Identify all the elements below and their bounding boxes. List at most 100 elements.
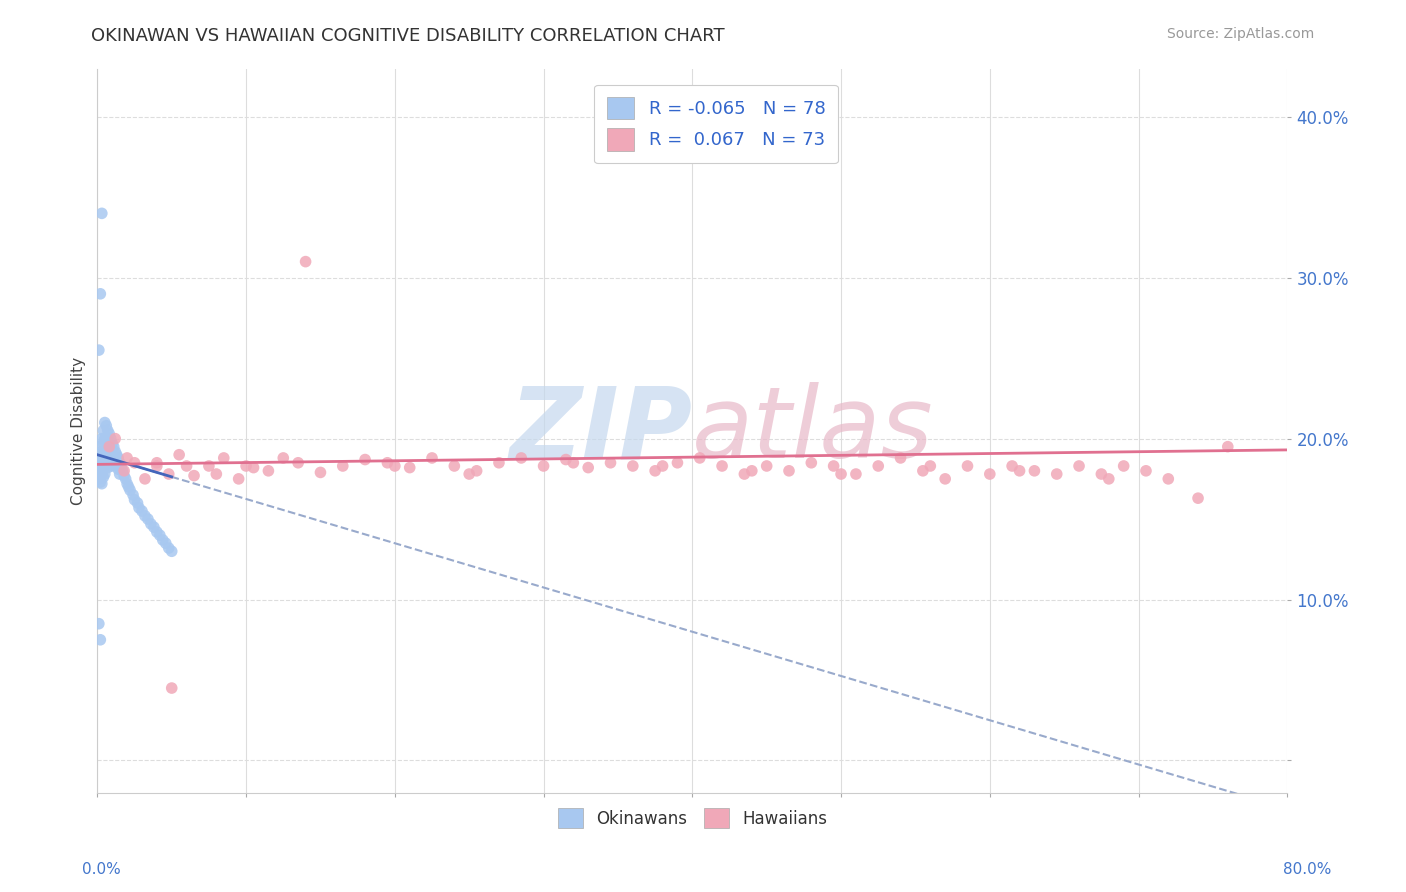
Point	[108, 456, 131, 470]
Point	[112, 468, 135, 483]
Point	[142, 520, 165, 534]
Point	[711, 458, 734, 473]
Point	[110, 458, 132, 473]
Point	[146, 456, 169, 470]
Point	[257, 464, 280, 478]
Point	[1098, 472, 1121, 486]
Point	[97, 450, 120, 464]
Point	[91, 424, 114, 438]
Point	[90, 456, 112, 470]
Point	[108, 467, 131, 481]
Point	[458, 467, 481, 481]
Point	[94, 456, 117, 470]
Text: ZIP: ZIP	[509, 382, 692, 479]
Point	[98, 440, 121, 454]
Point	[115, 450, 138, 465]
Point	[205, 467, 228, 481]
Text: 80.0%: 80.0%	[1284, 863, 1331, 877]
Point	[104, 444, 127, 458]
Point	[89, 286, 111, 301]
Point	[96, 444, 118, 458]
Point	[87, 448, 110, 462]
Point	[136, 512, 159, 526]
Y-axis label: Cognitive Disability: Cognitive Disability	[72, 357, 86, 505]
Point	[120, 483, 142, 497]
Point	[87, 464, 110, 478]
Point	[155, 536, 177, 550]
Point	[87, 343, 110, 358]
Point	[1157, 472, 1180, 486]
Point	[198, 458, 221, 473]
Point	[117, 480, 139, 494]
Point	[554, 452, 576, 467]
Point	[89, 475, 111, 489]
Point	[845, 467, 868, 481]
Point	[212, 450, 235, 465]
Point	[420, 450, 443, 465]
Point	[868, 458, 890, 473]
Point	[488, 456, 510, 470]
Point	[98, 450, 121, 465]
Point	[100, 432, 122, 446]
Point	[97, 436, 120, 450]
Point	[332, 458, 354, 473]
Point	[167, 448, 190, 462]
Point	[87, 472, 110, 486]
Point	[800, 456, 823, 470]
Point	[128, 500, 150, 515]
Point	[235, 458, 257, 473]
Point	[97, 460, 120, 475]
Point	[105, 458, 128, 473]
Point	[287, 456, 309, 470]
Point	[89, 632, 111, 647]
Text: OKINAWAN VS HAWAIIAN COGNITIVE DISABILITY CORRELATION CHART: OKINAWAN VS HAWAIIAN COGNITIVE DISABILIT…	[91, 27, 725, 45]
Legend: Okinawans, Hawaiians: Okinawans, Hawaiians	[551, 801, 834, 835]
Point	[107, 462, 129, 476]
Point	[139, 516, 162, 531]
Point	[911, 464, 934, 478]
Point	[755, 458, 778, 473]
Point	[89, 440, 111, 454]
Point	[90, 476, 112, 491]
Point	[104, 432, 127, 446]
Point	[242, 460, 264, 475]
Point	[101, 448, 124, 462]
Point	[104, 456, 127, 470]
Point	[741, 464, 763, 478]
Point	[103, 440, 125, 454]
Point	[160, 544, 183, 558]
Point	[377, 456, 399, 470]
Point	[89, 450, 111, 465]
Point	[152, 533, 174, 547]
Point	[160, 681, 183, 695]
Point	[176, 458, 198, 473]
Point	[1001, 458, 1024, 473]
Point	[134, 472, 156, 486]
Point	[94, 432, 117, 446]
Point	[1090, 467, 1112, 481]
Point	[733, 467, 755, 481]
Point	[98, 440, 121, 454]
Point	[94, 467, 117, 481]
Point	[90, 467, 112, 481]
Point	[91, 470, 114, 484]
Point	[510, 450, 533, 465]
Point	[91, 460, 114, 475]
Point	[890, 450, 912, 465]
Point	[94, 416, 117, 430]
Point	[90, 444, 112, 458]
Point	[112, 464, 135, 478]
Point	[124, 456, 146, 470]
Point	[644, 464, 666, 478]
Text: 0.0%: 0.0%	[82, 863, 121, 877]
Point	[384, 458, 406, 473]
Point	[651, 458, 673, 473]
Point	[124, 492, 146, 507]
Point	[465, 464, 488, 478]
Point	[1187, 491, 1209, 505]
Point	[443, 458, 465, 473]
Point	[146, 524, 169, 539]
Point	[666, 456, 689, 470]
Point	[101, 436, 124, 450]
Point	[1046, 467, 1069, 481]
